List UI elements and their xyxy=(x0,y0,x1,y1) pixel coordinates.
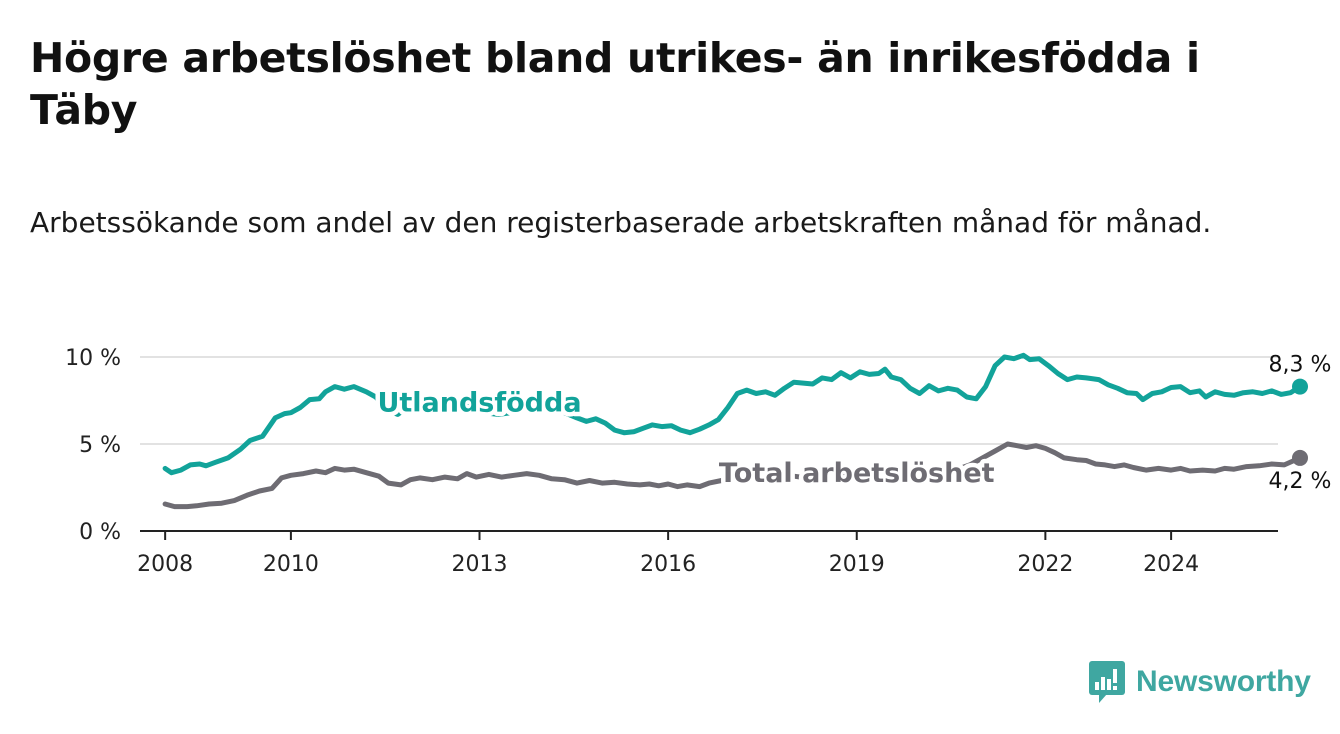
newsworthy-logo: Newsworthy xyxy=(1088,660,1311,704)
x-tick-label: 2008 xyxy=(137,552,193,577)
x-tick-label: 2013 xyxy=(452,552,508,577)
grid-lines xyxy=(140,356,1278,445)
x-tick-label: 2010 xyxy=(263,552,319,577)
series-end-dot-total-arbetsloshet xyxy=(1292,449,1309,466)
y-tick-label: 5 % xyxy=(79,433,121,458)
newsworthy-logo-icon xyxy=(1089,661,1125,703)
y-axis: 0 % 5 % 10 % xyxy=(65,346,121,545)
series-layer xyxy=(162,352,1309,510)
series-end-dot-utlandsfodda xyxy=(1292,378,1309,395)
series-end-label-utlandsfodda: 8,3 % xyxy=(1269,353,1332,378)
series-end-label-total-arbetsloshet: 4,2 % xyxy=(1269,469,1332,494)
chart-subtitle: Arbetssökande som andel av den registerb… xyxy=(30,206,1212,239)
newsworthy-logo-text: Newsworthy xyxy=(1136,665,1311,698)
series-line-total-arbetsloshet xyxy=(162,441,1303,510)
x-tick-label: 2019 xyxy=(829,552,885,577)
series-label-utlandsfodda: Utlandsfödda xyxy=(377,387,581,418)
chart-title: Högre arbetslöshet bland utrikes- än inr… xyxy=(30,34,1200,134)
series-label-total-arbetsloshet: Total arbetslöshet xyxy=(719,458,995,489)
x-axis: 2008 2010 2013 2016 2019 2022 2024 xyxy=(137,530,1278,577)
y-tick-label: 10 % xyxy=(65,346,121,371)
x-tick-label: 2024 xyxy=(1143,552,1199,577)
x-tick-label: 2016 xyxy=(640,552,696,577)
series-labels: 8,3 % 4,2 % Utlandsfödda Total arbetslöshet xyxy=(373,353,1332,494)
series-line-utlandsfodda xyxy=(162,352,1303,476)
y-tick-label: 0 % xyxy=(79,520,121,545)
x-tick-label: 2022 xyxy=(1017,552,1073,577)
